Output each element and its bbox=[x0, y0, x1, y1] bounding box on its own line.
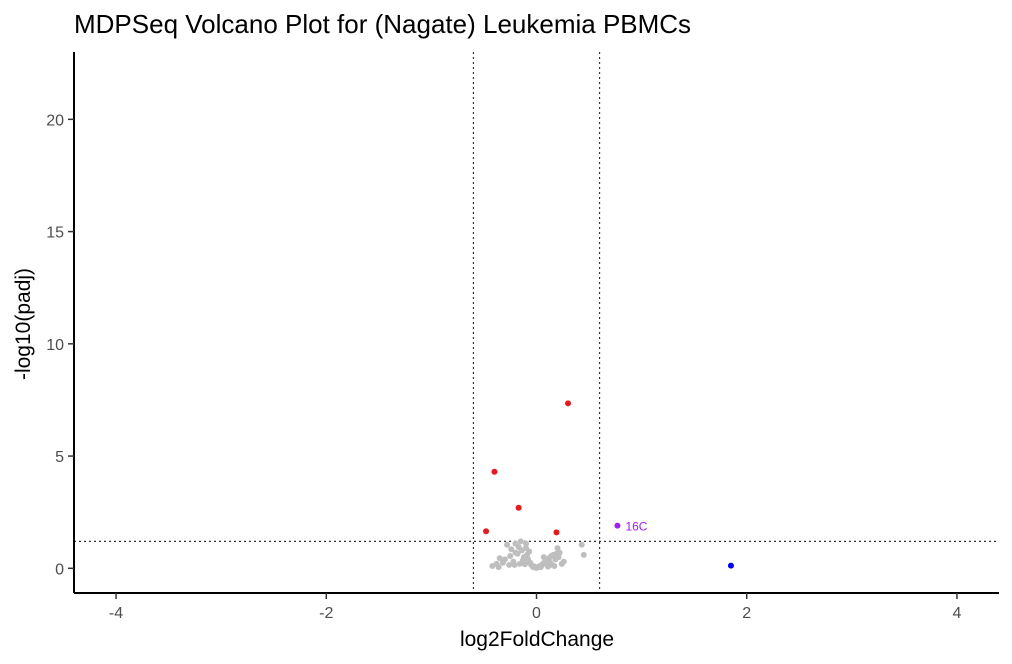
data-point-s0-49 bbox=[512, 549, 519, 556]
x-tick-label-0: -4 bbox=[109, 605, 123, 622]
y-tick-label-0: 0 bbox=[55, 561, 64, 578]
data-point-s0-6 bbox=[489, 563, 496, 570]
data-point-s0-59 bbox=[499, 559, 506, 566]
data-point-s0-58 bbox=[551, 563, 558, 570]
point-annotations: 16C bbox=[625, 520, 647, 534]
data-point-s0-3 bbox=[522, 540, 529, 547]
data-point-s1-2 bbox=[515, 504, 522, 511]
data-point-s0-9 bbox=[507, 552, 514, 559]
data-point-s0-7 bbox=[495, 564, 502, 571]
x-tick-label-4: 4 bbox=[953, 605, 962, 622]
x-axis-title: log2FoldChange bbox=[460, 628, 614, 651]
data-point-s1-0 bbox=[565, 400, 572, 407]
chart-title: MDPSeq Volcano Plot for (Nagate) Leukemi… bbox=[74, 9, 691, 39]
y-axis-ticks: 0 5 10 15 20 bbox=[46, 112, 74, 578]
data-point-s0-40 bbox=[506, 561, 513, 568]
data-points bbox=[483, 400, 734, 571]
x-tick-label-2: 0 bbox=[532, 605, 541, 622]
y-tick-label-3: 15 bbox=[46, 225, 64, 242]
data-point-s0-53 bbox=[555, 554, 562, 561]
data-point-s0-50 bbox=[515, 543, 522, 550]
data-point-s0-48 bbox=[580, 551, 587, 558]
data-point-s0-2 bbox=[504, 541, 511, 548]
plot-area: 16C bbox=[74, 52, 999, 593]
y-tick-label-1: 5 bbox=[55, 449, 64, 466]
data-point-s0-57 bbox=[547, 559, 554, 566]
data-point-s0-1 bbox=[517, 538, 524, 545]
y-tick-label-2: 10 bbox=[46, 337, 64, 354]
data-point-s0-56 bbox=[521, 561, 528, 568]
data-point-s1-1 bbox=[491, 468, 498, 475]
data-point-s0-43 bbox=[540, 554, 547, 561]
data-point-s0-47 bbox=[578, 541, 585, 548]
data-point-s0-42 bbox=[526, 548, 533, 555]
data-point-s1-4 bbox=[553, 529, 560, 536]
data-point-s0-55 bbox=[511, 561, 518, 568]
y-tick-label-4: 20 bbox=[46, 112, 64, 129]
data-point-s0-54 bbox=[508, 546, 515, 553]
data-point-s2-0 bbox=[727, 562, 734, 569]
data-point-s1-3 bbox=[483, 528, 490, 535]
data-point-s0-38 bbox=[560, 558, 567, 565]
axes: -4 -2 0 2 4 0 5 10 15 20 bbox=[46, 52, 999, 622]
y-axis-title: -log10(padj) bbox=[12, 268, 35, 380]
x-axis-ticks: -4 -2 0 2 4 bbox=[109, 593, 962, 622]
x-tick-label-1: -2 bbox=[319, 605, 333, 622]
x-tick-label-3: 2 bbox=[742, 605, 751, 622]
threshold-lines bbox=[74, 52, 999, 593]
data-point-s0-35 bbox=[554, 545, 561, 552]
data-point-s0-4 bbox=[496, 555, 503, 562]
data-point-s3-0 bbox=[614, 522, 621, 529]
point-label-0: 16C bbox=[625, 520, 647, 534]
